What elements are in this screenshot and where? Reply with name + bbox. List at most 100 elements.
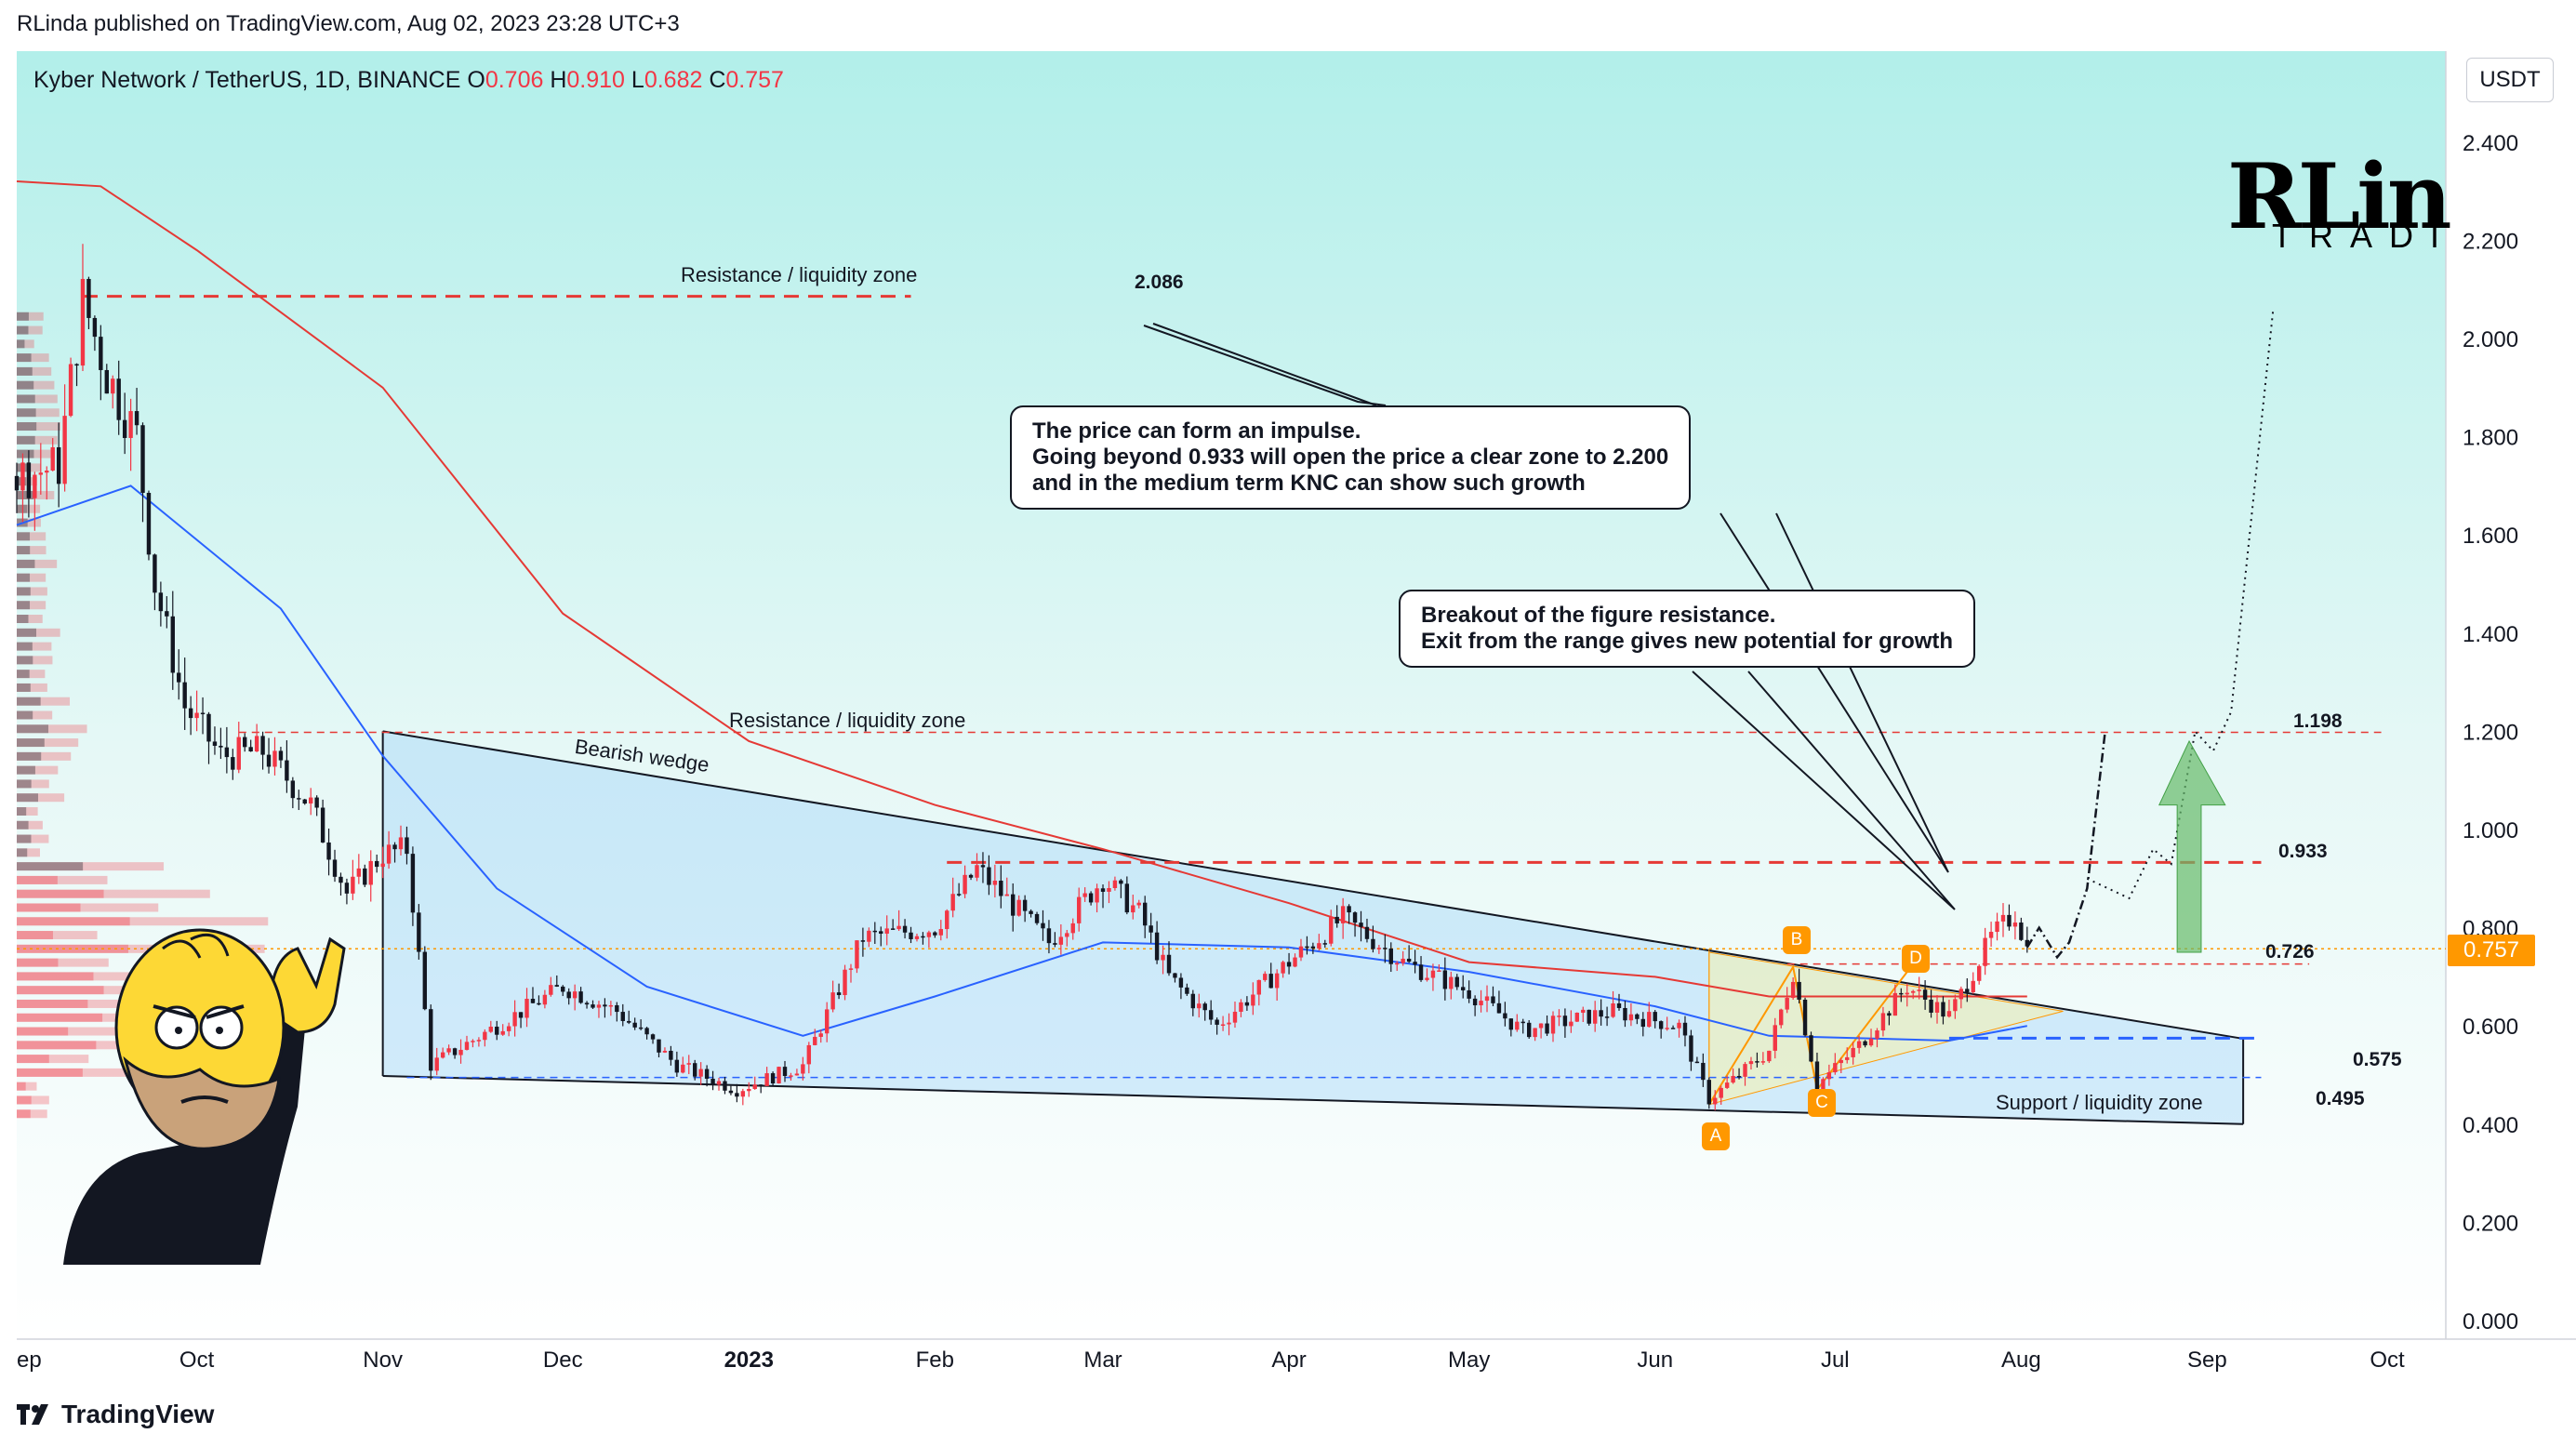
candle-body (1797, 981, 1801, 1001)
wave-point-d: D (1902, 945, 1930, 973)
candle-body (674, 1059, 680, 1073)
candle-body (1496, 1002, 1502, 1014)
candle-body (806, 1044, 812, 1065)
candle-body (1454, 976, 1459, 988)
candle-body (603, 1004, 607, 1007)
candle-body (153, 554, 157, 593)
moving-average-red (16, 180, 2027, 998)
candle-body (1929, 999, 1933, 1013)
callout-breakout: Breakout of the figure resistance. Exit … (1399, 590, 1976, 668)
candle-body (824, 1009, 830, 1034)
tradingview-brand-text: TradingView (61, 1400, 215, 1428)
candle-body (1856, 1041, 1862, 1048)
candle-body (1220, 1024, 1226, 1026)
volume-profile-bar (17, 559, 35, 568)
currency-button[interactable]: USDT (2466, 58, 2554, 102)
candle-body (764, 1073, 769, 1086)
volume-profile-bar (17, 751, 72, 761)
volume-profile-bar (17, 958, 109, 967)
tradingview-brand[interactable]: TradingView (17, 1400, 214, 1431)
volume-profile-bar (17, 999, 175, 1008)
volume-profile-bar (17, 931, 98, 940)
candle-body (1322, 943, 1327, 945)
volume-profile-bar (17, 532, 31, 541)
candle-body (285, 760, 289, 781)
candle-body (956, 894, 962, 896)
candle-body (1868, 1038, 1874, 1046)
volume-profile-bar (17, 724, 48, 734)
last-price-badge: 0.757 (2448, 935, 2535, 966)
candle-body (987, 867, 991, 885)
callout-impulse: The price can form an impulse. Going bey… (1010, 405, 1692, 510)
candle-body (860, 940, 866, 942)
candle-body (1592, 1010, 1598, 1024)
candle-body (980, 865, 986, 868)
candle-body (968, 874, 974, 878)
candle-body (1760, 1061, 1766, 1063)
price-tick-label: 0.600 (2463, 1015, 2518, 1040)
callout-impulse-line: Going beyond 0.933 will open the price a… (1032, 445, 1669, 470)
candle-body (134, 411, 139, 426)
candle-body (1826, 1072, 1832, 1080)
candle-body (1653, 1012, 1657, 1022)
candle-body (1922, 989, 1928, 1000)
label-resistance-mid: Resistance / liquidity zone (729, 709, 966, 732)
volume-profile-bar (17, 380, 55, 390)
candle-body (848, 968, 854, 970)
candle-body (1232, 1011, 1238, 1023)
candle-body (620, 1012, 625, 1021)
candle-body (524, 999, 529, 1018)
candle-body (1790, 981, 1796, 999)
time-tick-label: 2023 (724, 1347, 774, 1373)
candle-body (1767, 1050, 1772, 1062)
volume-profile-bar (17, 642, 52, 651)
candle-body (1244, 1002, 1250, 1006)
volume-profile-bar (17, 670, 46, 679)
candle-body (1136, 902, 1141, 906)
volume-profile-bar (17, 738, 45, 748)
candle-body (1965, 989, 1970, 992)
volume-profile-bar (17, 862, 84, 871)
candle-body (1911, 990, 1916, 993)
volume-profile-bar (17, 366, 52, 376)
candle-body (488, 1027, 493, 1032)
candle-body (128, 411, 133, 438)
published-line: RLinda published on TradingView.com, Aug… (17, 11, 680, 36)
candle-body (716, 1081, 722, 1085)
volume-profile-bar (17, 1055, 89, 1064)
candle-body (770, 1073, 776, 1084)
symbol-header[interactable]: Kyber Network / TetherUS, 1D, BINANCE O0… (33, 67, 784, 94)
candle-body (1508, 1018, 1514, 1030)
candle-body (320, 807, 325, 843)
candle-body (1533, 1028, 1537, 1038)
candle-body (975, 865, 979, 878)
level-label-1198: 1.198 (2293, 710, 2343, 732)
plot-background (17, 51, 2446, 1339)
candle-body (1004, 894, 1009, 896)
volume-profile-bar (17, 394, 58, 404)
candle-body (1293, 957, 1297, 967)
candle-body (1119, 880, 1123, 884)
wave-point-b: B (1783, 926, 1811, 954)
candle-body (363, 868, 367, 885)
candle-body (1599, 1010, 1603, 1017)
candle-body (855, 940, 859, 969)
candle-body (1274, 973, 1280, 989)
candle-body (464, 1042, 470, 1050)
label-support: Support / liquidity zone (1996, 1091, 2203, 1114)
candle-body (1587, 1009, 1591, 1024)
character-mouth (180, 1095, 229, 1104)
volume-profile-bar (17, 449, 55, 458)
ohlc-key: C (702, 67, 726, 93)
candle-body (1604, 1016, 1610, 1018)
volume-profile-bar (17, 862, 165, 871)
candle-body (1706, 1080, 1711, 1105)
volume-profile-bar (17, 325, 43, 335)
candle-body (704, 1069, 710, 1079)
candle-body (933, 932, 937, 936)
candle-body (1305, 946, 1309, 949)
candle-body (104, 369, 109, 394)
candle-body (254, 736, 259, 752)
candle-body (1905, 992, 1909, 995)
